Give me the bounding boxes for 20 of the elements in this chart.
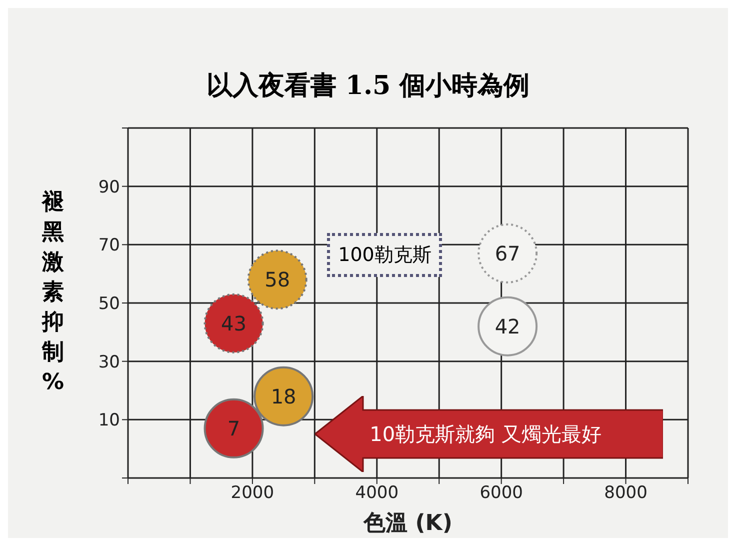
y-tick-label: 90 [98, 177, 120, 198]
chart-title: 以入夜看書 1.5 個小時為例 [205, 70, 531, 103]
y-tick-label: 30 [98, 352, 120, 372]
x-tick-label: 4000 [355, 483, 399, 504]
data-label: 43 [221, 311, 247, 336]
x-tick-label: 6000 [480, 483, 523, 504]
data-label: 18 [270, 384, 296, 408]
y-tick-label: 10 [98, 410, 120, 431]
x-tick-label: 2000 [230, 483, 274, 504]
y-tick-label: 50 [98, 294, 120, 314]
data-label: 7 [227, 416, 240, 440]
data-label: 58 [264, 268, 290, 292]
data-label: 67 [494, 241, 520, 266]
y-tick-label: 70 [98, 236, 120, 256]
annotation: 10勒克斯就夠 又燭光最好 [370, 421, 602, 448]
y-axis-title: 褪黑激素抑制% [40, 189, 66, 397]
x-tick-label: 8000 [604, 483, 648, 504]
annotation: 100勒克斯 [327, 233, 442, 278]
data-label: 42 [494, 314, 520, 338]
x-axis-title: 色溫 (K) [362, 511, 452, 536]
